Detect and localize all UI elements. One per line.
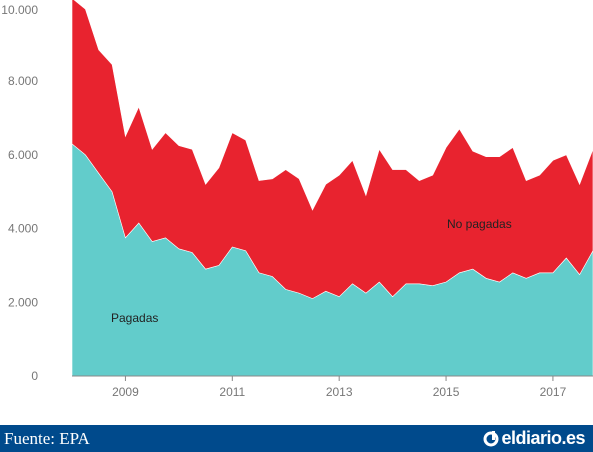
x-tick-label: 2017: [540, 385, 567, 399]
area-label-no-pagadas: No pagadas: [447, 217, 512, 231]
y-ticks: 0 2.000 4.000 6.000 8.000 10.000: [1, 3, 38, 383]
area-label-pagadas: Pagadas: [111, 311, 158, 325]
y-tick-label: 4.000: [8, 222, 38, 236]
area-no-pagadas: [71, 0, 593, 299]
x-tick-label: 2011: [219, 385, 245, 399]
y-tick-label: 10.000: [1, 3, 38, 17]
x-tick-label: 2013: [326, 385, 353, 399]
y-tick-label: 8.000: [8, 74, 38, 88]
footer-bar: Fuente: EPA eldiario.es: [0, 425, 593, 452]
y-tick-label: 0: [31, 369, 38, 383]
x-tick-label: 2009: [112, 385, 139, 399]
stacked-area-chart: 0 2.000 4.000 6.000 8.000 10.000 2009 2011 2013…: [1, 0, 593, 399]
brand-name: eldiario.es: [501, 428, 585, 448]
brand-logo[interactable]: eldiario.es: [483, 428, 593, 449]
y-tick-label: 6.000: [8, 148, 38, 162]
x-ticks: 2009 2011 2013 2015 2017: [112, 376, 567, 399]
y-tick-label: 2.000: [8, 295, 38, 309]
eldiario-logo-icon: [483, 430, 499, 446]
source-note: Fuente: EPA: [4, 428, 90, 448]
x-tick-label: 2015: [433, 385, 460, 399]
